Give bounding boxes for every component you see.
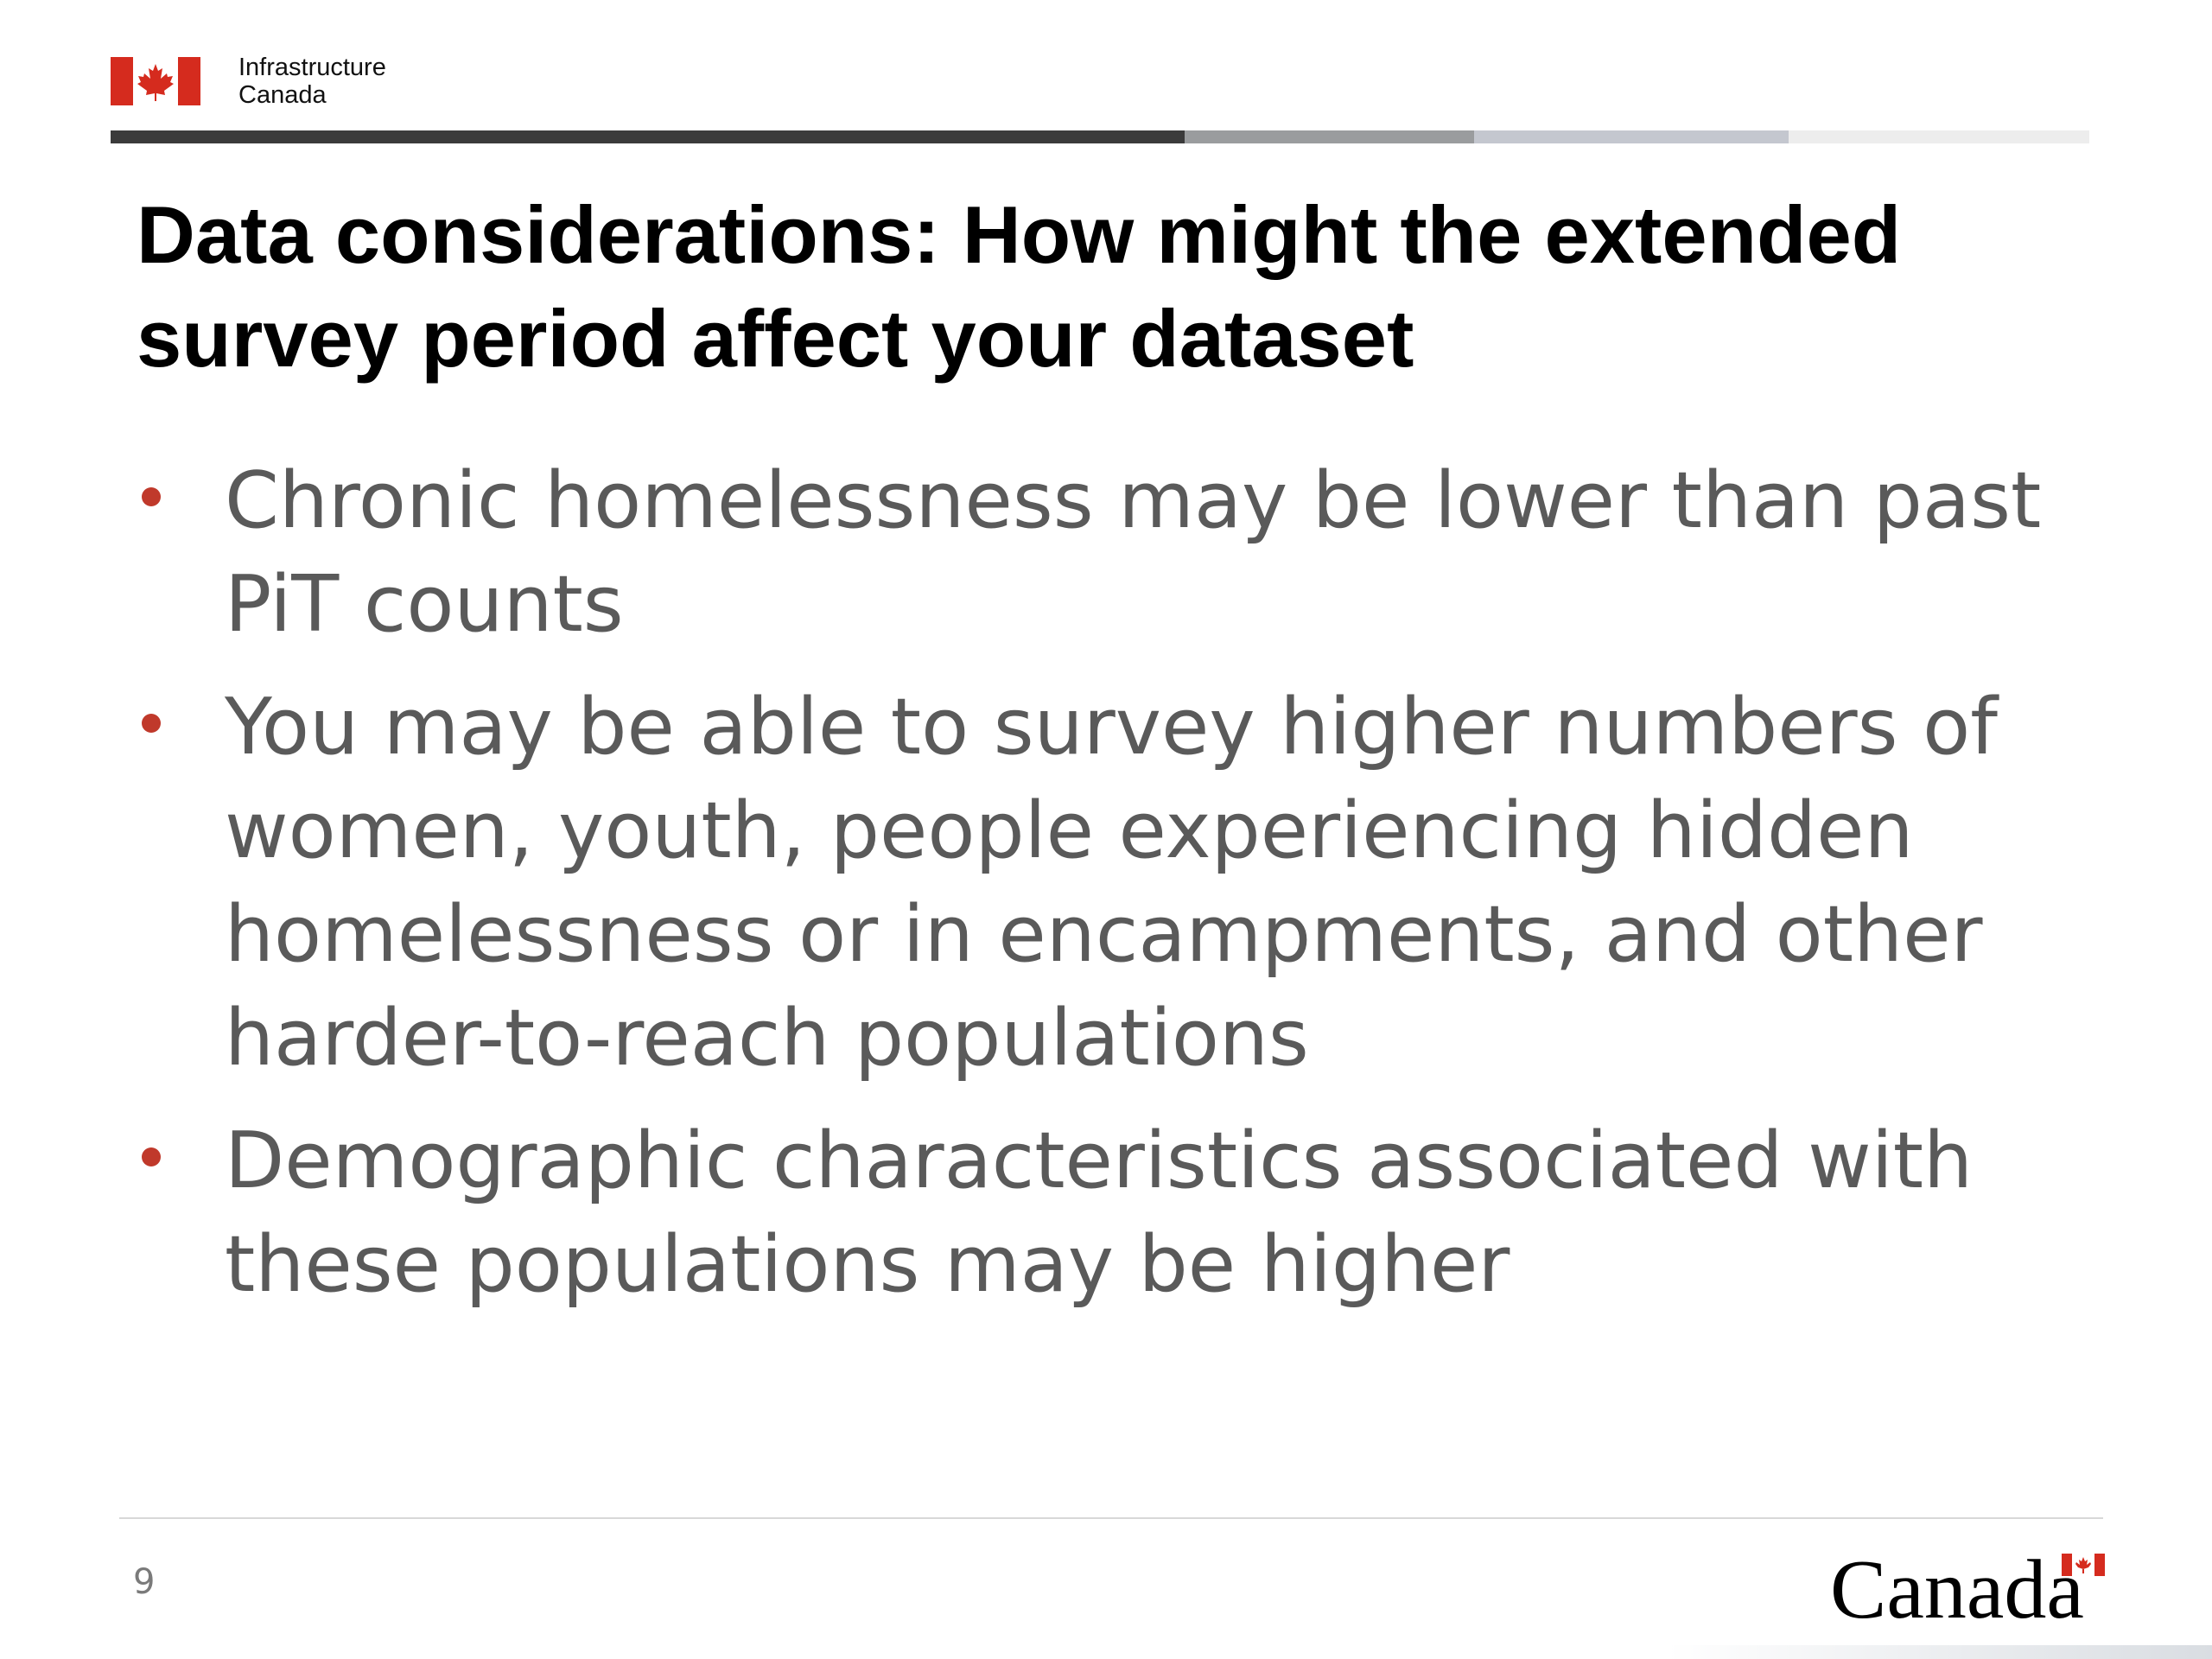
bullet-dot-icon xyxy=(142,487,161,506)
header-color-bar xyxy=(111,130,2089,143)
slide-title: Data considerations: How might the exten… xyxy=(137,189,1902,384)
canada-wordmark: Canada xyxy=(1830,1547,2115,1633)
bullet-item: Demographic characteristics associated w… xyxy=(137,1109,2089,1317)
department-signature: Infrastructure Canada xyxy=(111,54,386,109)
department-name-line2: Canada xyxy=(238,81,327,109)
bullet-text: Chronic homelessness may be lower than p… xyxy=(225,455,2042,650)
bullet-text: Demographic characteristics associated w… xyxy=(225,1116,1974,1310)
bullet-item: You may be able to survey higher numbers… xyxy=(137,676,2089,1090)
department-name-line1: Infrastructure xyxy=(238,54,386,81)
header-bar-segment xyxy=(111,130,1185,143)
header-bar-segment xyxy=(1185,130,1474,143)
department-name: Infrastructure Canada xyxy=(238,54,386,109)
page-number: 9 xyxy=(133,1562,156,1602)
bullet-text: You may be able to survey higher numbers… xyxy=(225,682,1998,1084)
wordmark-text: Canada xyxy=(1830,1543,2084,1637)
header-bar-segment xyxy=(1473,130,1789,143)
bullet-item: Chronic homelessness may be lower than p… xyxy=(137,449,2089,657)
canada-flag-icon xyxy=(111,57,200,105)
wordmark-flag-icon xyxy=(2062,1554,2105,1576)
bullet-dot-icon xyxy=(142,714,161,733)
footer-divider xyxy=(119,1517,2103,1519)
bullet-dot-icon xyxy=(142,1147,161,1166)
footer-shadow xyxy=(1668,1645,2212,1659)
header-bar-segment xyxy=(1788,130,2089,143)
bullet-list: Chronic homelessness may be lower than p… xyxy=(137,449,2089,1336)
